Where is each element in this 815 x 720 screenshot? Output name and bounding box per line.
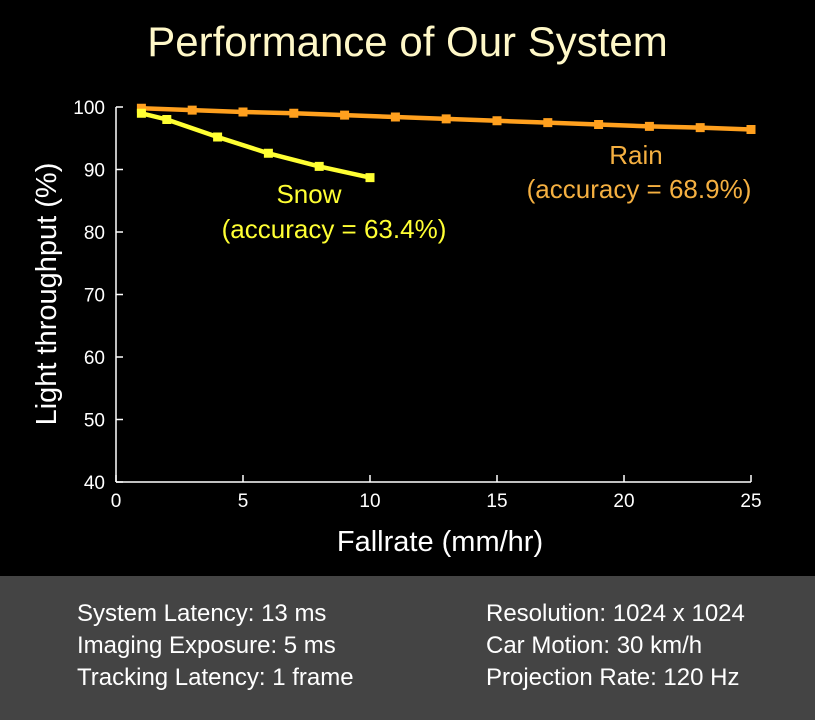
snow-data-point (365, 173, 375, 183)
x-tick-label: 10 (359, 491, 380, 512)
rain-data-point (340, 110, 350, 120)
line-chart: 40 50 60 70 80 90 100 0 5 10 15 20 25 Fallrate (mm/hr… (31, 98, 762, 558)
snow-accuracy-annotation: (accuracy = 63.4%) (222, 214, 447, 244)
snow-data-point (136, 108, 146, 118)
specs-left-column: System Latency: 13 ms Imaging Exposure: … (77, 598, 354, 694)
rain-data-point (644, 121, 654, 131)
chart-title: Performance of Our System (147, 18, 668, 65)
rain-data-point (136, 103, 146, 113)
spec-resolution: Resolution: 1024 x 1024 (486, 600, 745, 627)
snow-data-point (314, 161, 324, 171)
rain-data-point (390, 112, 400, 122)
rain-data-point (187, 105, 197, 115)
snow-series-label: Snow (276, 179, 341, 209)
rain-data-point (289, 108, 299, 118)
x-tick-label: 25 (740, 491, 761, 512)
rain-data-point (695, 123, 705, 133)
system-specs-panel: System Latency: 13 ms Imaging Exposure: … (0, 576, 815, 720)
specs-right-column: Resolution: 1024 x 1024 Car Motion: 30 k… (486, 598, 745, 694)
rain-data-point (238, 107, 248, 117)
x-tick-label: 0 (111, 491, 122, 512)
rain-data-point (594, 120, 604, 129)
spec-imaging-exposure: Imaging Exposure: 5 ms (77, 632, 336, 659)
snow-data-point (162, 115, 172, 124)
spec-car-motion: Car Motion: 30 km/h (486, 632, 703, 659)
y-tick-label: 40 (84, 473, 105, 494)
y-tick-label: 90 (84, 161, 105, 182)
y-tick-label: 60 (84, 348, 105, 369)
x-tick-label: 5 (238, 491, 249, 512)
y-axis-label: Light throughput (%) (31, 163, 63, 426)
y-tick-label: 100 (73, 98, 105, 119)
snow-data-point (213, 132, 223, 142)
rain-series-label: Rain (609, 140, 662, 170)
rain-data-point (543, 118, 553, 128)
rain-data-point (441, 114, 451, 124)
spec-system-latency: System Latency: 13 ms (77, 600, 327, 627)
y-tick-label: 70 (84, 286, 105, 307)
y-tick-label: 50 (84, 411, 105, 432)
x-tick-label: 15 (486, 491, 507, 512)
rain-data-point (492, 116, 502, 126)
x-tick-label: 20 (613, 491, 634, 512)
spec-tracking-latency: Tracking Latency: 1 frame (77, 664, 354, 691)
x-axis-label: Fallrate (mm/hr) (337, 526, 543, 558)
rain-accuracy-annotation: (accuracy = 68.9%) (527, 174, 752, 204)
spec-projection-rate: Projection Rate: 120 Hz (486, 664, 740, 691)
snow-data-point (263, 148, 273, 158)
rain-data-point (746, 125, 756, 134)
snow-series-line (140, 111, 371, 180)
y-tick-label: 80 (84, 223, 105, 244)
